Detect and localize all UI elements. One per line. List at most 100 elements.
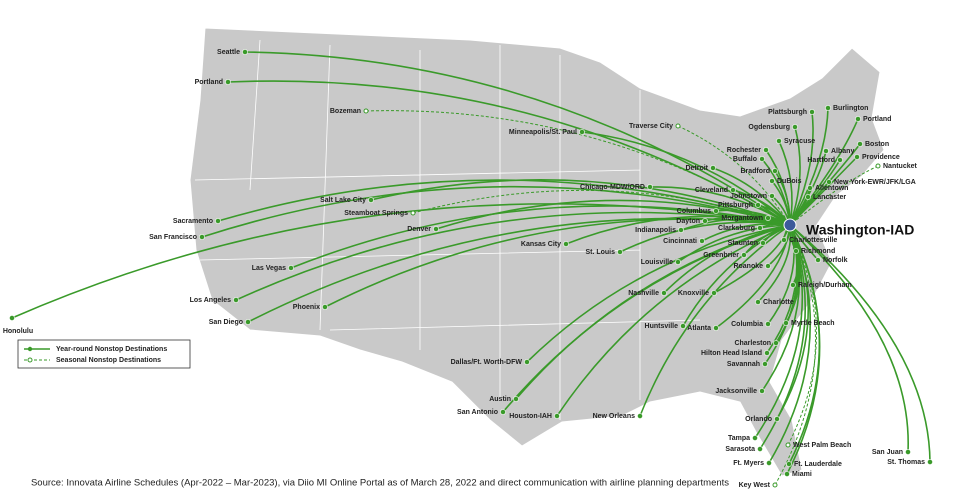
destination-label: Columbia: [731, 321, 763, 328]
route-line: [290, 205, 791, 269]
destination-dot: [752, 435, 758, 441]
route-line: [774, 224, 816, 486]
destination-label: Richmond: [801, 248, 835, 255]
destination-dot: [807, 185, 813, 191]
destination-label: Tampa: [728, 435, 750, 442]
destination-label: Detroit: [685, 165, 708, 172]
destination-dot: [617, 249, 623, 255]
destinations: Seattle Portland Minneapolis/St. Paul Salt …: [3, 49, 933, 489]
route-line: [370, 179, 791, 226]
destination-dot: [363, 108, 369, 114]
route-line: [677, 224, 791, 263]
route-line: [680, 218, 791, 231]
destination-label: Las Vegas: [252, 265, 286, 272]
route-line: [365, 110, 791, 226]
destination-label: Myrtle Beach: [791, 320, 835, 327]
destination-dot: [875, 163, 881, 169]
destination-dot: [793, 248, 799, 254]
destination-dot: [524, 359, 530, 365]
destination-label: Ft. Lauderdale: [794, 461, 842, 468]
destination-dot: [855, 116, 861, 122]
destination-label: Sarasota: [725, 446, 755, 453]
destination-label: Hilton Head Island: [701, 350, 762, 357]
destination-label: Phoenix: [293, 304, 320, 311]
destination-dot: [433, 226, 439, 232]
destination-label: Chicago-MDW/ORD: [580, 184, 645, 191]
destination-label: Bradford: [740, 168, 770, 175]
destination-label: Greenbrier: [703, 252, 739, 259]
destination-dot: [215, 218, 221, 224]
destination-dot: [233, 297, 239, 303]
destination-dot: [825, 105, 831, 111]
legend-box: [17, 339, 191, 369]
route-line: [526, 224, 791, 363]
destination-label: Bozeman: [330, 108, 361, 115]
destination-label: Charleston: [734, 340, 771, 347]
destination-label: Key West: [739, 482, 771, 489]
destination-label: Norfolk: [823, 257, 848, 264]
route-line: [435, 199, 791, 230]
destination-label: Providence: [862, 154, 900, 161]
destination-dot: [790, 282, 796, 288]
route-line: [761, 158, 791, 226]
route-line: [556, 224, 791, 417]
destination-dot: [711, 290, 717, 296]
destination-dot: [854, 154, 860, 160]
destination-dot: [764, 350, 770, 356]
destination-dot: [857, 141, 863, 147]
destination-label: Dallas/Ft. Worth-DFW: [451, 359, 523, 366]
destination-label: Los Angeles: [190, 297, 231, 304]
destination-dot: [755, 202, 761, 208]
destination-dot: [699, 238, 705, 244]
destination-dot: [322, 304, 328, 310]
route-line: [11, 203, 791, 319]
destination-dot: [762, 361, 768, 367]
destination-dot: [242, 49, 248, 55]
destination-label: Buffalo: [733, 156, 757, 163]
destination-dot: [713, 208, 719, 214]
destination-dot: [647, 184, 653, 190]
destination-label: St. Louis: [585, 249, 615, 256]
destination-dot: [905, 449, 911, 455]
destination-dot: [783, 320, 789, 326]
route-line: [412, 189, 791, 226]
destination-label: New Orleans: [593, 413, 636, 420]
destination-dot: [769, 193, 775, 199]
destination-dot: [805, 194, 811, 200]
destination-label: Miami: [792, 471, 812, 478]
destination-label: Albany: [831, 148, 854, 155]
legend: Year-round Nonstop Destinations Seasonal…: [17, 339, 191, 369]
route-line: [677, 125, 791, 226]
route-line: [757, 224, 792, 303]
destination-dot: [837, 157, 843, 163]
destination-dot: [680, 323, 686, 329]
destination-dot: [760, 240, 766, 246]
destination-label: Minneapolis/St. Paul: [509, 129, 577, 136]
destination-label: New York-EWR/JFK/LGA: [834, 179, 916, 186]
destination-dot: [245, 319, 251, 325]
destination-dot: [675, 259, 681, 265]
destination-dot: [772, 482, 778, 488]
destination-dot: [786, 461, 792, 467]
destination-label: Nashville: [628, 290, 659, 297]
route-line: [713, 224, 791, 294]
destination-dot: [766, 460, 772, 466]
destination-dot: [702, 218, 708, 224]
destination-label: San Antonio: [457, 409, 498, 416]
destination-label: Portland: [195, 79, 223, 86]
destination-dot: [757, 446, 763, 452]
destination-dot: [710, 165, 716, 171]
destination-dot: [765, 321, 771, 327]
destination-label: Kansas City: [521, 241, 561, 248]
legend-label: Year-round Nonstop Destinations: [56, 346, 167, 353]
destination-label: Roanoke: [733, 263, 763, 270]
destination-dot: [513, 396, 519, 402]
legend-label: Seasonal Nonstop Destinations: [56, 357, 161, 364]
route-line: [619, 221, 791, 253]
destination-dot: [927, 459, 933, 465]
destination-label: Orlando: [745, 416, 772, 423]
route-line: [649, 186, 791, 226]
destination-dot: [759, 388, 765, 394]
destination-label: Cleveland: [695, 187, 728, 194]
